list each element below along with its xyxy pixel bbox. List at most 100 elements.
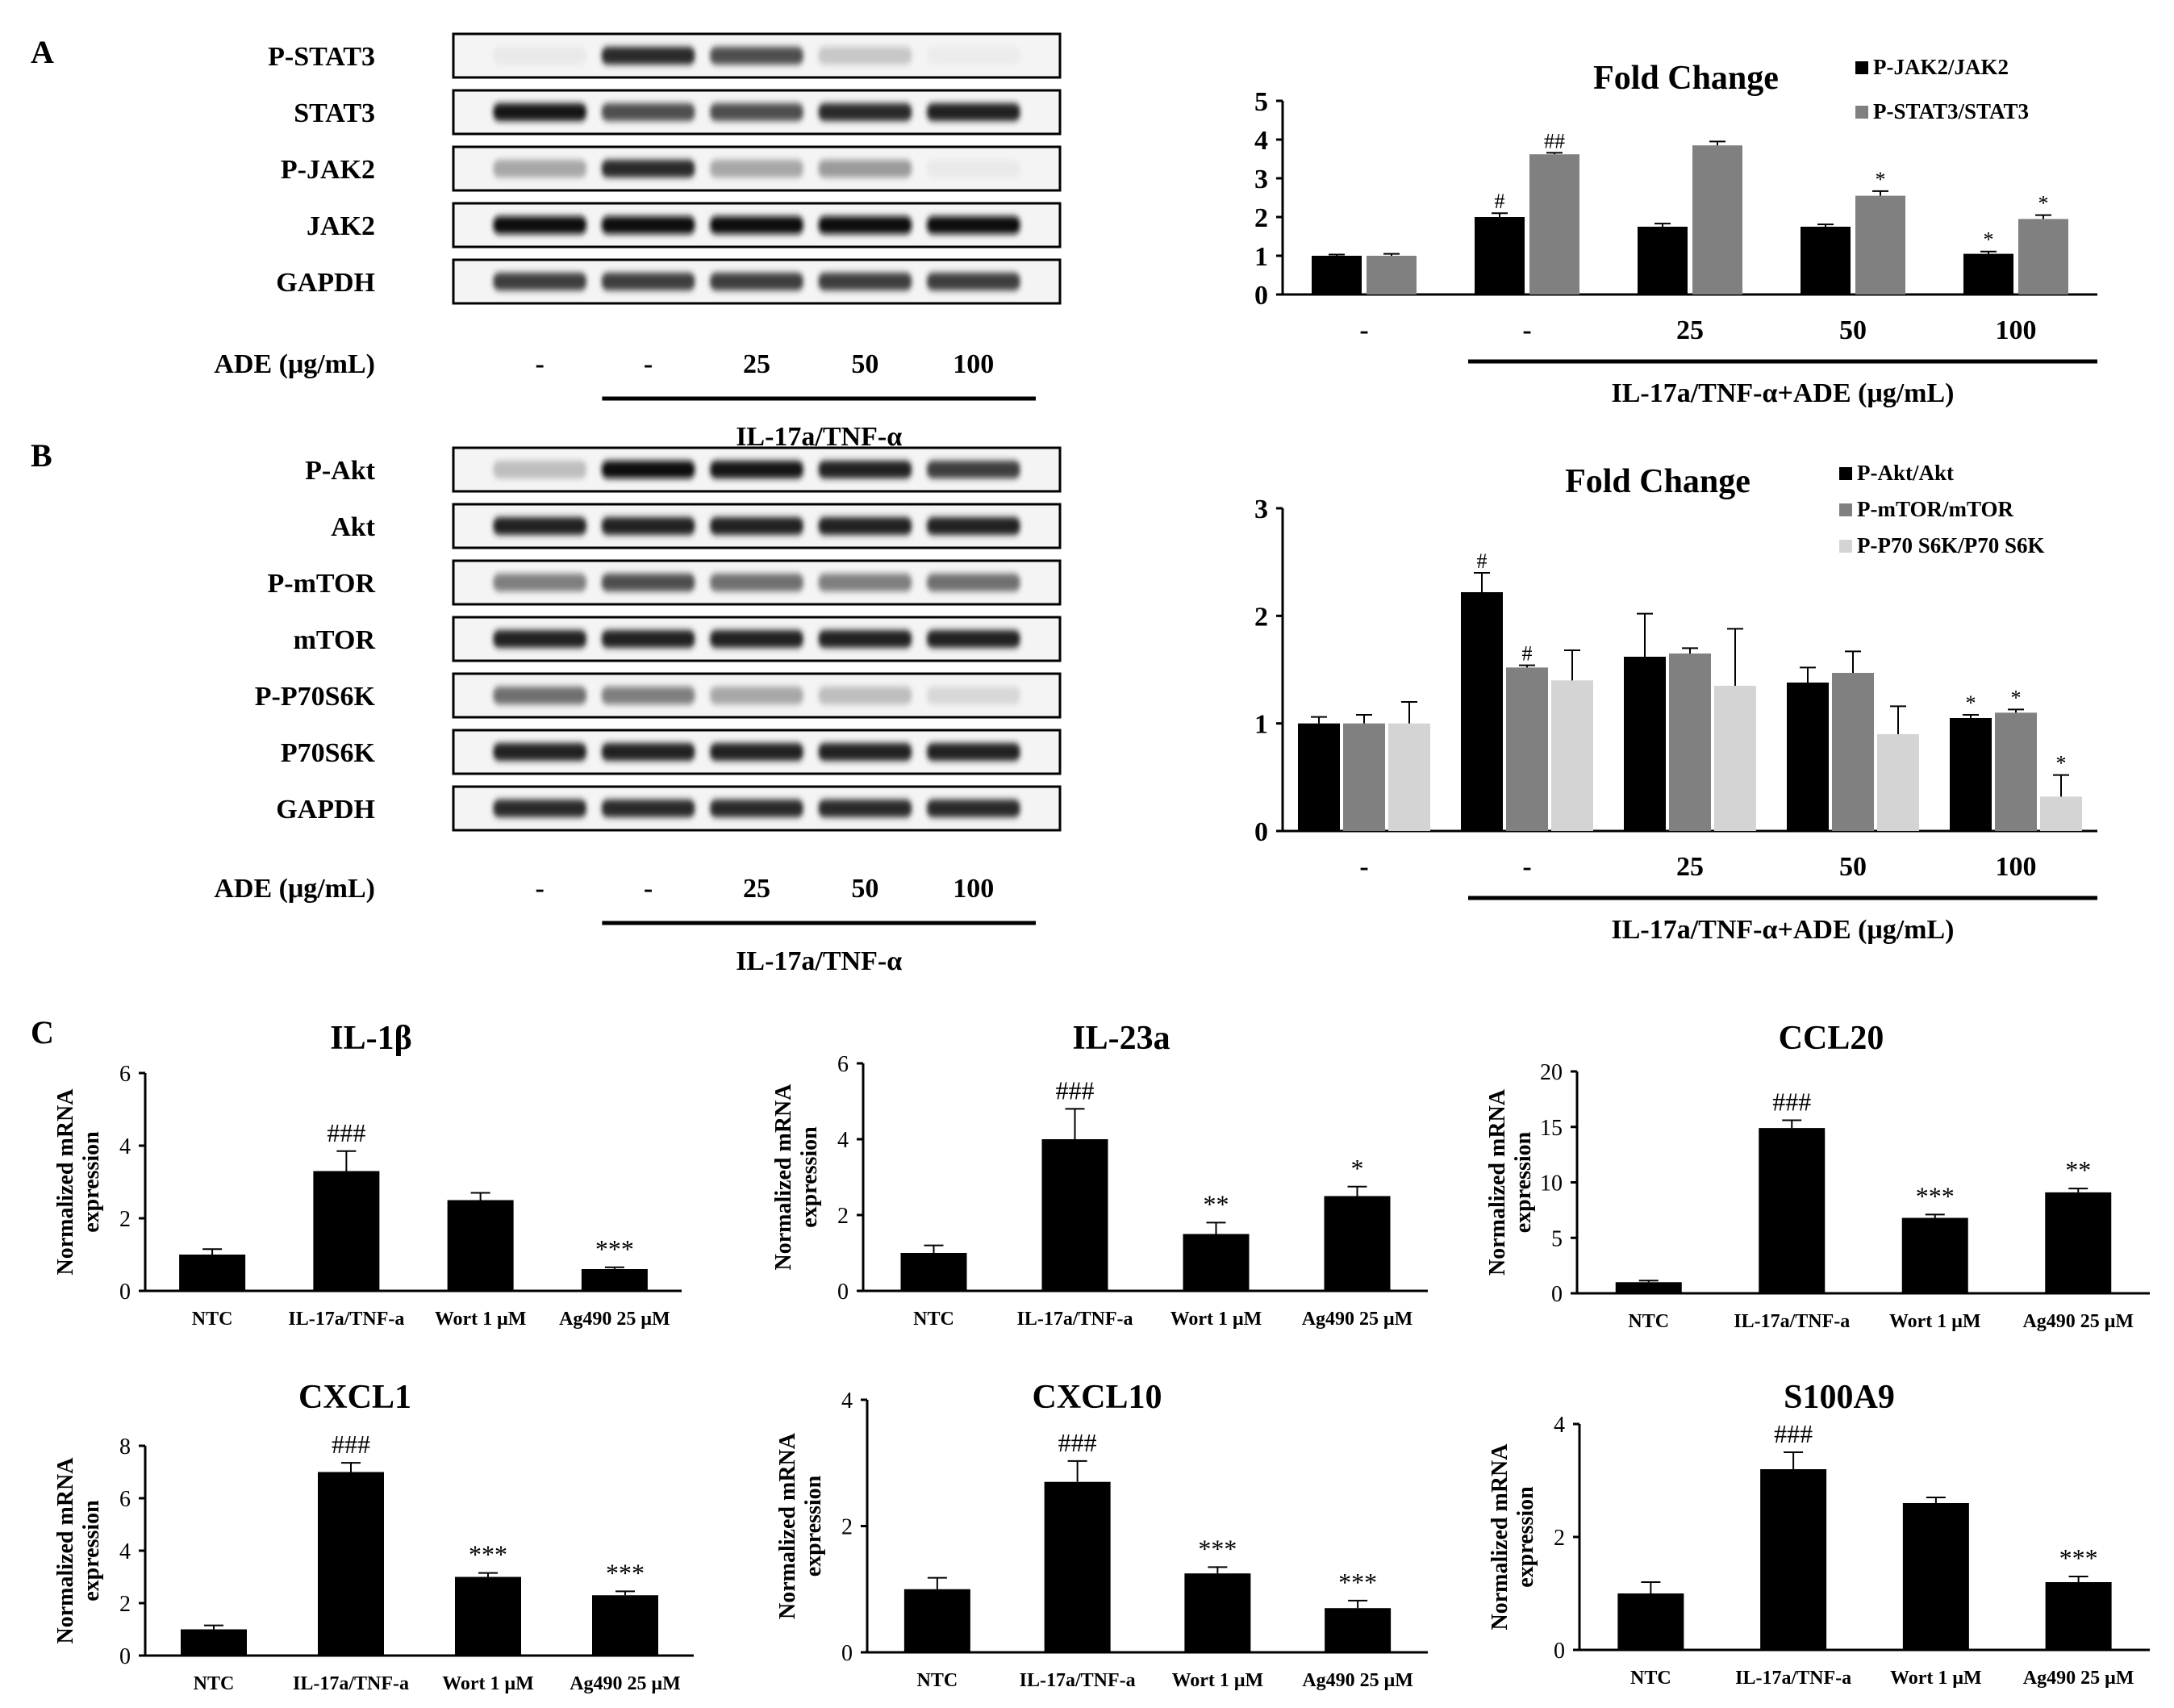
significance-mark: *** [1338, 1568, 1377, 1597]
blot-band-lane-5 [927, 574, 1020, 591]
blot-band-lane-4 [818, 630, 912, 648]
chart-title: Fold Change [1593, 60, 1779, 97]
significance-mark: *** [595, 1234, 634, 1263]
significance-mark: *** [606, 1558, 645, 1587]
treatment-label: IL-17a/TNF-α [736, 946, 902, 976]
blot-band-lane-3 [710, 47, 803, 65]
legend-swatch [1839, 540, 1852, 553]
y-tick-label: 2 [1254, 203, 1268, 233]
y-tick-label: 2 [119, 1207, 131, 1232]
blot-band-lane-4 [818, 574, 912, 591]
category-label: Wort 1 μM [1172, 1670, 1264, 1691]
y-tick-label: 10 [1540, 1171, 1563, 1196]
category-label: Wort 1 μM [1170, 1309, 1262, 1330]
category-label: 100 [1996, 852, 2037, 882]
blot-band-lane-1 [493, 574, 586, 591]
bar-p-jak2-jak2 [1801, 227, 1851, 294]
bar-ntc [903, 1589, 970, 1652]
bar-p-p70-s6k-p70-s6k [2040, 796, 2082, 831]
blot-row-p-stat3: P-STAT3 [268, 32, 1062, 79]
bar-p-akt-akt [1461, 592, 1503, 831]
blot-row-label: GAPDH [276, 268, 375, 298]
blot-band-lane-1 [493, 517, 586, 535]
y-axis-label-line: expression [1511, 1131, 1536, 1233]
y-tick-label: 6 [119, 1062, 131, 1087]
legend-label: P-mTOR/mTOR [1857, 497, 2014, 521]
y-tick-label: 3 [1254, 165, 1268, 194]
category-label: IL-17a/TNF-a [1020, 1670, 1136, 1691]
significance-mark: *** [1916, 1181, 1955, 1210]
y-tick-label: 0 [837, 1280, 849, 1305]
blot-row-label: GAPDH [276, 795, 375, 825]
blot-band-lane-2 [601, 103, 695, 121]
bar-p-mtor-mtor [1832, 673, 1874, 831]
y-axis-label: Normalized mRNAexpression [1488, 1443, 1538, 1631]
y-tick-label: 4 [837, 1128, 849, 1153]
blot-band-lane-3 [710, 461, 803, 478]
y-axis-label-line: Normalized mRNA [771, 1084, 796, 1271]
blot-band-lane-2 [601, 574, 695, 591]
blot-band-lane-1 [493, 160, 586, 177]
significance-mark: ### [1774, 1419, 1813, 1448]
dose-value: 25 [743, 874, 770, 904]
blot-band-lane-5 [927, 216, 1020, 234]
significance-mark: ** [2065, 1155, 2091, 1184]
bar-ntc [1615, 1282, 1682, 1293]
significance-mark: ### [1772, 1088, 1811, 1117]
y-tick-label: 2 [841, 1515, 853, 1540]
mrna-chart-cxcl1: 0 2 4 6 8 CXCL1 Normalized mRNAexpression NTC ##… [53, 1379, 694, 1694]
y-tick-label: 3 [1254, 495, 1268, 524]
significance-mark: *** [1198, 1534, 1237, 1563]
bar-p-mtor-mtor [1995, 712, 2037, 831]
significance-mark: * [2038, 192, 2049, 215]
category-label: Wort 1 μM [442, 1673, 534, 1694]
y-tick-label: 4 [1554, 1413, 1565, 1438]
legend-swatch [1855, 106, 1868, 119]
chart-title: IL-1β [330, 1020, 411, 1057]
y-tick-label: 6 [837, 1052, 849, 1077]
blot-band-lane-2 [601, 687, 695, 704]
y-tick-label: 0 [1254, 817, 1268, 847]
legend-label: P-STAT3/STAT3 [1873, 99, 2029, 123]
blot-band-lane-3 [710, 743, 803, 761]
significance-mark: # [1477, 549, 1488, 573]
dose-value: 50 [851, 874, 878, 904]
y-tick-label: 0 [1254, 281, 1268, 311]
blot-band-lane-3 [710, 630, 803, 648]
y-tick-label: 6 [119, 1487, 131, 1512]
category-label: Ag490 25 μM [1302, 1309, 1413, 1330]
y-tick-label: 0 [119, 1644, 131, 1669]
y-tick-label: 0 [1554, 1639, 1565, 1664]
category-label: - [1522, 315, 1531, 345]
legend-swatch [1839, 503, 1852, 516]
bar-il-17a-tnf-a [1759, 1128, 1826, 1293]
y-axis-label-line: Normalized mRNA [775, 1432, 800, 1619]
bar-ntc [181, 1629, 247, 1656]
x-axis-label: IL-17a/TNF-α+ADE (μg/mL) [1612, 915, 1955, 945]
category-label: Wort 1 μM [435, 1309, 527, 1330]
category-label: NTC [194, 1673, 235, 1694]
y-axis-label-line: expression [801, 1475, 826, 1576]
bar-p-mtor-mtor [1343, 723, 1385, 831]
bar-il-17a-tnf-a [1760, 1469, 1827, 1650]
category-label: NTC [917, 1670, 958, 1691]
bar-p-stat3-stat3 [1855, 195, 1905, 294]
blot-band-lane-5 [927, 743, 1020, 761]
bar-p-mtor-mtor [1506, 667, 1548, 831]
bar-p-akt-akt [1950, 718, 1992, 831]
category-label: 50 [1839, 852, 1867, 882]
bar-wort-1-m [455, 1576, 521, 1656]
blot-band-lane-4 [818, 461, 912, 478]
significance-mark: # [1522, 642, 1533, 666]
bar-ntc [900, 1253, 967, 1291]
blot-band-lane-3 [710, 273, 803, 290]
blot-row-label: STAT3 [294, 98, 375, 128]
blot-band-lane-4 [818, 47, 912, 65]
blot-band-lane-5 [927, 160, 1020, 177]
dose-value: - [644, 874, 653, 904]
dose-value: - [536, 349, 545, 379]
y-tick-label: 2 [1554, 1526, 1565, 1551]
y-tick-label: 1 [1254, 710, 1268, 740]
blot-row-gapdh: GAPDH [276, 785, 1062, 832]
